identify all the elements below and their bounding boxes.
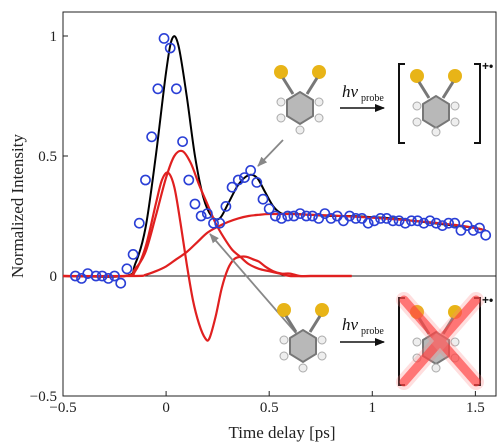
data-point <box>276 212 287 224</box>
y-tick-label: 0 <box>50 269 58 285</box>
data-point <box>387 215 399 227</box>
data-point <box>158 33 170 44</box>
data-point <box>133 217 145 229</box>
data-point <box>375 212 386 224</box>
data-point <box>69 270 81 282</box>
data-point <box>436 220 448 231</box>
data-point <box>294 208 306 219</box>
data-point <box>245 164 257 176</box>
x-tick-label: 1 <box>369 400 377 416</box>
x-tick-label: 1.5 <box>466 400 485 416</box>
data-point <box>368 215 380 227</box>
probe-subscript-bottom: probe <box>361 326 384 337</box>
annotation-bottom: hν probe +• <box>209 233 493 390</box>
data-point <box>418 217 430 229</box>
data-point <box>350 212 362 224</box>
data-point <box>362 217 374 229</box>
data-point <box>140 174 151 186</box>
data-point <box>307 210 318 222</box>
data-point <box>208 217 219 229</box>
data-point <box>102 272 114 284</box>
data-point <box>164 42 176 54</box>
data-point <box>109 270 120 282</box>
data-point <box>127 248 139 260</box>
y-tick-label: 0.5 <box>38 149 57 165</box>
series-layer <box>62 35 486 342</box>
data-point <box>424 215 436 227</box>
data-point <box>300 210 312 222</box>
data-point <box>449 217 461 229</box>
x-tick-label: 0 <box>162 400 170 416</box>
data-point <box>177 136 188 147</box>
data-point <box>412 215 424 227</box>
data-point <box>288 210 300 222</box>
data-point <box>195 210 207 222</box>
data-point <box>226 181 238 193</box>
data-point <box>251 176 263 188</box>
y-tick-label: −0.5 <box>30 389 57 405</box>
y-tick-label: 1 <box>50 29 58 45</box>
probe-subscript-top: probe <box>361 93 384 104</box>
pointer-arrow-top <box>257 139 284 167</box>
charge-label-top: +• <box>482 59 493 73</box>
data-point <box>220 200 232 212</box>
x-ticks: −0.5 0 0.5 1 1.5 <box>49 391 485 416</box>
x-axis-label: Time delay [ps] <box>228 423 335 442</box>
data-point <box>406 215 417 227</box>
data-point <box>189 198 201 210</box>
data-point <box>399 217 411 229</box>
data-point <box>201 208 213 219</box>
data-point <box>381 212 393 224</box>
data-point <box>443 217 454 229</box>
data-point <box>393 215 405 227</box>
annotation-top: hν probe +• <box>257 59 493 167</box>
data-point <box>121 263 133 275</box>
data-point <box>257 193 269 205</box>
data-point <box>480 229 492 241</box>
hv-label-bottom: hν <box>342 315 359 334</box>
data-point <box>239 172 250 183</box>
data-point <box>430 217 442 229</box>
data-point <box>269 210 281 222</box>
data-point <box>263 203 275 215</box>
cation-molecule-icon <box>410 69 462 137</box>
cation-bracket-top <box>398 63 481 144</box>
cross-out-icon <box>396 292 484 390</box>
data-point <box>232 174 244 186</box>
plot-frame <box>62 11 497 397</box>
data-point <box>319 208 331 219</box>
data-point <box>96 270 108 282</box>
y-axis-label: Normalized Intensity <box>8 134 27 278</box>
data-point <box>338 215 349 227</box>
data-point <box>146 131 158 143</box>
data-point <box>171 83 182 95</box>
data-point <box>467 224 479 236</box>
molecule-icon <box>274 65 326 135</box>
series-line-3 <box>62 171 352 342</box>
data-point <box>115 277 127 289</box>
data-point <box>90 270 102 282</box>
series-line-4 <box>62 212 486 278</box>
data-point <box>282 210 294 222</box>
x-tick-label: 0.5 <box>260 400 279 416</box>
data-point <box>214 217 226 229</box>
hv-label-top: hν <box>342 82 359 101</box>
molecule-icon-bottom <box>277 303 329 373</box>
charge-label-bottom: +• <box>482 293 493 307</box>
data-point <box>356 212 368 224</box>
data-point <box>474 222 485 234</box>
data-point <box>344 210 356 222</box>
data-point <box>183 174 195 186</box>
pointer-arrow-bottom <box>209 233 303 341</box>
x-tick-label: −0.5 <box>49 400 76 416</box>
data-point <box>152 83 164 95</box>
y-ticks: −0.5 0 0.5 1 <box>30 29 68 405</box>
data-point <box>325 212 337 224</box>
marker-layer <box>69 33 492 289</box>
